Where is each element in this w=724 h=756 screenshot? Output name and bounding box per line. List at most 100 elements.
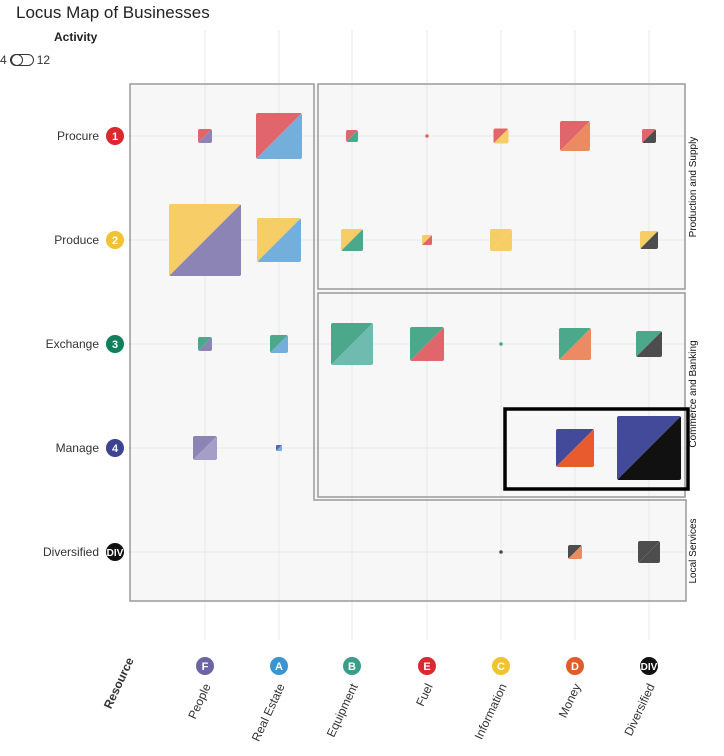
column-label: Money xyxy=(556,681,584,720)
row-label: Diversified xyxy=(43,545,99,559)
data-point[interactable] xyxy=(636,331,662,357)
group-panels xyxy=(129,83,687,602)
data-point-lower-half xyxy=(560,121,590,151)
data-point[interactable] xyxy=(346,130,358,142)
data-point-lower-half xyxy=(559,328,591,360)
data-point[interactable] xyxy=(499,342,503,346)
chart-background xyxy=(130,84,686,601)
data-point-dot xyxy=(499,342,503,346)
data-point-lower-half xyxy=(422,235,432,245)
column-badge xyxy=(640,657,658,675)
data-point[interactable] xyxy=(568,545,582,559)
commerce-banking-panel xyxy=(317,292,686,498)
data-point[interactable] xyxy=(257,218,301,262)
data-point[interactable] xyxy=(638,541,660,563)
toggle-max-label: 12 xyxy=(36,53,51,67)
data-point-lower-half xyxy=(256,113,302,159)
data-point-lower-half xyxy=(198,129,212,143)
data-point[interactable] xyxy=(276,445,282,451)
data-point-lower-half xyxy=(346,130,358,142)
group-label: Local Services xyxy=(688,518,699,583)
row-badge xyxy=(106,335,124,353)
data-point[interactable] xyxy=(617,416,681,480)
data-point-lower-half xyxy=(169,204,241,276)
data-point-lower-half xyxy=(341,229,363,251)
column-badge xyxy=(343,657,361,675)
data-point[interactable] xyxy=(642,129,656,143)
activity-toggle[interactable] xyxy=(9,54,34,66)
column-badge xyxy=(196,657,214,675)
data-point[interactable] xyxy=(198,337,212,351)
data-point[interactable] xyxy=(341,229,363,251)
local-services-panel xyxy=(129,83,687,602)
data-point-lower-half xyxy=(568,545,582,559)
data-point-lower-half xyxy=(638,541,660,563)
data-point[interactable] xyxy=(193,436,217,460)
row-badge-text: 1 xyxy=(112,131,118,143)
data-point[interactable] xyxy=(422,235,432,245)
data-point[interactable] xyxy=(270,335,288,353)
column-badge-text: C xyxy=(497,661,505,673)
column-badge xyxy=(270,657,288,675)
data-point[interactable] xyxy=(556,429,594,467)
column-label: People xyxy=(185,681,214,721)
data-point[interactable] xyxy=(425,134,429,138)
row-label: Exchange xyxy=(46,337,100,351)
data-point-lower-half xyxy=(640,231,658,249)
page-title: Locus Map of Businesses xyxy=(16,3,210,22)
column-badge-text: F xyxy=(202,661,209,673)
column-badge xyxy=(492,657,510,675)
column-label: Fuel xyxy=(413,681,436,708)
data-point-lower-half xyxy=(490,229,512,251)
column-label: Information xyxy=(472,681,510,741)
data-point-lower-half xyxy=(410,327,444,361)
data-point-lower-half xyxy=(198,337,212,351)
data-point-lower-half xyxy=(331,323,373,365)
data-point-lower-half xyxy=(556,429,594,467)
data-point-dot xyxy=(425,134,429,138)
group-label: Commerce and Banking xyxy=(688,340,699,447)
column-badge-text: A xyxy=(275,661,283,673)
plot-area xyxy=(130,84,686,601)
data-point-lower-half xyxy=(270,335,288,353)
column-label: Diversified xyxy=(621,681,657,738)
toggle-min-label: 4 xyxy=(0,53,7,67)
row-badge-text: 3 xyxy=(112,339,118,351)
row-badge-text: 4 xyxy=(112,443,119,455)
production-supply-panel xyxy=(317,83,686,290)
x-axis-title: Resource xyxy=(101,655,137,711)
row-label: Produce xyxy=(54,233,99,247)
data-point[interactable] xyxy=(169,204,241,276)
column-badge-text: DIV xyxy=(641,662,658,673)
column-badge xyxy=(566,657,584,675)
data-point-lower-half xyxy=(257,218,301,262)
data-point[interactable] xyxy=(256,113,302,159)
data-point[interactable] xyxy=(499,550,503,554)
data-point[interactable] xyxy=(490,229,512,251)
data-point[interactable] xyxy=(331,323,373,365)
row-badge-text: 2 xyxy=(112,235,118,247)
data-point-lower-half xyxy=(642,129,656,143)
data-point[interactable] xyxy=(198,129,212,143)
column-badge-text: E xyxy=(423,661,430,673)
data-point-lower-half xyxy=(617,416,681,480)
data-point[interactable] xyxy=(410,327,444,361)
toggle-knob[interactable] xyxy=(10,54,23,66)
data-point[interactable] xyxy=(559,328,591,360)
data-point-lower-half xyxy=(493,128,509,144)
data-point[interactable] xyxy=(560,121,590,151)
activity-label: Activity xyxy=(54,30,98,44)
data-point-dot xyxy=(499,550,503,554)
row-label: Manage xyxy=(56,441,100,455)
row-badge xyxy=(106,543,124,561)
row-label: Procure xyxy=(57,129,99,143)
data-point[interactable] xyxy=(640,231,658,249)
data-point[interactable] xyxy=(493,128,509,144)
row-badge xyxy=(106,231,124,249)
column-badge-text: D xyxy=(571,661,579,673)
row-badge xyxy=(106,127,124,145)
column-label: Real Estate xyxy=(249,681,288,743)
data-points xyxy=(169,113,690,563)
highlight-box xyxy=(503,407,690,491)
